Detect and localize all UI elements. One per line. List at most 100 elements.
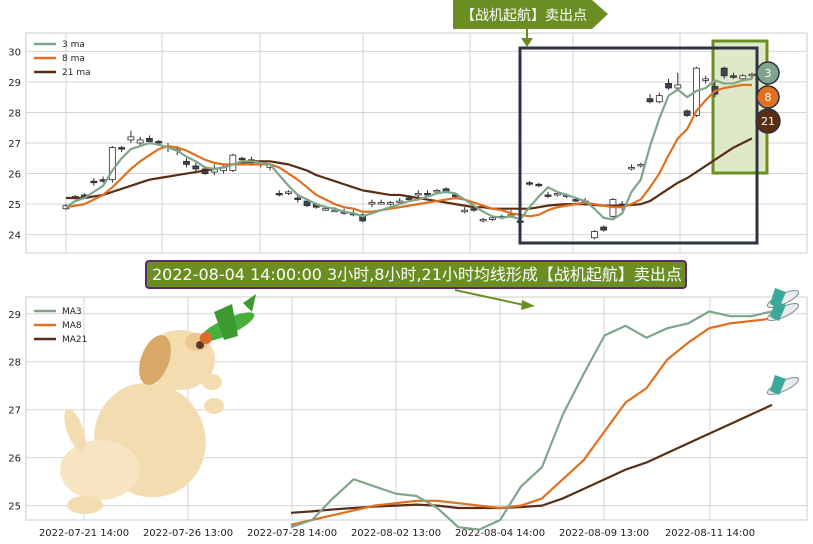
legend-label-ma21: MA21 <box>62 335 87 345</box>
badge-3 <box>756 61 780 85</box>
legend-label-21ma: 21 ma <box>62 68 91 78</box>
candle-body <box>479 218 487 222</box>
candle-body <box>285 191 292 194</box>
top-y-tick-label: 26 <box>8 170 21 181</box>
legend-label-ma8: MA8 <box>62 321 82 331</box>
top-y-tick-label: 29 <box>8 78 21 89</box>
candle-body <box>405 197 413 200</box>
top-y-axis: 24 25 26 27 28 29 30 <box>8 47 21 241</box>
candle-body <box>303 200 311 207</box>
candle-body <box>377 202 385 205</box>
candle-body <box>414 193 422 196</box>
candle-body <box>322 208 329 211</box>
candle-body <box>535 183 543 187</box>
top-y-tick-label: 27 <box>8 139 21 150</box>
title-banner: 2022-08-04 14:00:00 3小时,8小时,21小时均线形成【战机起… <box>145 260 687 289</box>
candle-body <box>146 138 153 142</box>
signal-label-text: 【战机起航】卖出点 <box>461 8 587 24</box>
candle-body <box>424 193 431 196</box>
candle-body <box>683 110 691 116</box>
chart-title: 2022-08-04 14:00:00 3小时,8小时,21小时均线形成【战机起… <box>152 265 682 284</box>
candle-body <box>387 202 394 205</box>
candle-body <box>396 200 404 203</box>
top-legend: 3 ma 8 ma 21 ma <box>34 40 91 78</box>
bottom-y-tick-label: 27 <box>8 406 21 417</box>
top-panel: 24 25 26 27 28 29 30 3 ma 8 ma 21 ma 【战机起航】卖出点… <box>8 0 808 254</box>
candle-body <box>489 217 496 220</box>
candle-body <box>553 193 561 196</box>
top-ma-lines <box>65 77 753 221</box>
airplane-icon <box>766 301 800 321</box>
x-tick-label: 2022-07-26 13:00 <box>143 528 233 539</box>
candle-body <box>192 165 200 170</box>
candle-body <box>461 209 469 213</box>
x-tick-label: 2022-08-04 14:00 <box>455 528 545 539</box>
candle-body <box>720 67 728 77</box>
candle-body <box>238 157 246 161</box>
top-y-tick-label: 24 <box>8 231 21 242</box>
green-plane-icon <box>199 294 256 344</box>
top-grid <box>26 33 807 253</box>
bottom-y-tick-label: 25 <box>8 502 21 513</box>
bottom-legend: MA3 MA8 MA21 <box>34 307 87 345</box>
ma8-line <box>65 83 752 218</box>
x-tick-label: 2022-08-11 14:00 <box>665 528 755 539</box>
candle-body <box>359 214 367 222</box>
title-arrow <box>454 289 535 310</box>
legend-label-ma3: MA3 <box>62 307 82 317</box>
candle-body <box>118 147 126 150</box>
bottom-panel: 25 26 27 28 29 2022-07-21 14:00 2022-07-26 13… <box>8 288 808 539</box>
x-tick-label: 2022-08-09 13:00 <box>559 528 649 539</box>
candle-body <box>665 83 672 89</box>
x-tick-label: 2022-07-21 14:00 <box>39 528 129 539</box>
bottom-y-axis: 25 26 27 28 29 <box>8 310 21 513</box>
candle-body <box>294 197 302 200</box>
ma-badges: 3 8 21 <box>755 61 781 134</box>
badge-8 <box>756 85 780 109</box>
candle-body <box>526 182 533 185</box>
x-tick-label: 2022-08-02 13:00 <box>351 528 441 539</box>
dog-illustration <box>60 330 224 514</box>
candle-body <box>674 84 682 89</box>
badge-3-label: 3 <box>765 67 772 80</box>
candle-body <box>637 163 645 167</box>
legend-label-8ma: 8 ma <box>62 54 85 64</box>
top-y-tick-label: 30 <box>8 47 21 58</box>
candle-body <box>572 199 580 202</box>
candle-body <box>544 194 552 197</box>
candle-body <box>331 209 339 213</box>
highlight-zone <box>711 39 769 175</box>
candle-body <box>628 167 635 170</box>
candle-body <box>127 136 135 141</box>
ma3-line <box>65 77 753 221</box>
candle-body <box>591 231 598 239</box>
candle-body <box>433 189 441 193</box>
candle-body <box>183 160 190 165</box>
candle-body <box>739 75 747 80</box>
candle-body <box>702 78 710 81</box>
x-tick-label: 2022-07-28 14:00 <box>247 528 337 539</box>
legend-label-3ma: 3 ma <box>62 40 85 50</box>
candle-body <box>136 139 144 144</box>
candle-body <box>655 95 663 103</box>
ma8-line <box>290 317 773 526</box>
bottom-ma-lines <box>290 310 773 531</box>
bottom-y-tick-label: 29 <box>8 310 21 321</box>
top-y-tick-label: 25 <box>8 200 21 211</box>
candle-body <box>748 73 756 77</box>
top-y-tick-label: 28 <box>8 108 21 119</box>
candle-body <box>155 141 163 144</box>
candle-body <box>470 208 478 211</box>
badge-21 <box>755 108 781 134</box>
signal-box <box>518 46 759 245</box>
candle-body <box>368 202 376 205</box>
title-banner-bg <box>145 260 687 289</box>
candle-body <box>600 226 608 231</box>
candle-body <box>90 180 98 184</box>
candle-body <box>730 75 737 78</box>
ma21-line <box>66 137 753 210</box>
badge-21-label: 21 <box>761 115 775 128</box>
candle-body <box>108 147 116 181</box>
bottom-x-axis: 2022-07-21 14:00 2022-07-26 13:00 2022-07-… <box>39 528 755 539</box>
